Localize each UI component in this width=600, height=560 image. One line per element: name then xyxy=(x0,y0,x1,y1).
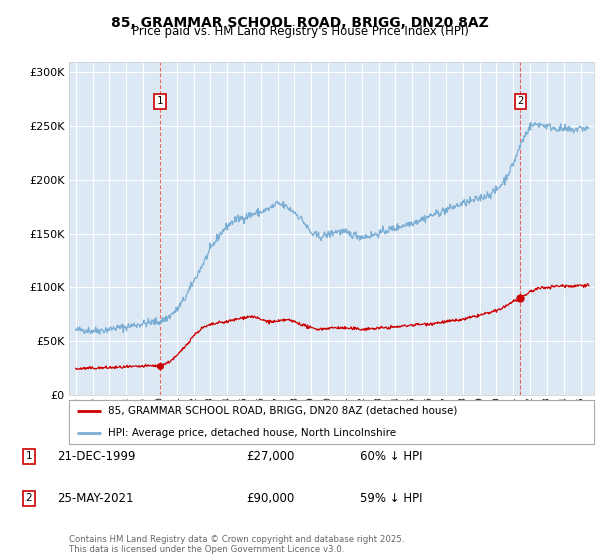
Text: 1: 1 xyxy=(25,451,32,461)
Text: 85, GRAMMAR SCHOOL ROAD, BRIGG, DN20 8AZ: 85, GRAMMAR SCHOOL ROAD, BRIGG, DN20 8AZ xyxy=(111,16,489,30)
Text: 60% ↓ HPI: 60% ↓ HPI xyxy=(360,450,422,463)
Text: Contains HM Land Registry data © Crown copyright and database right 2025.
This d: Contains HM Land Registry data © Crown c… xyxy=(69,535,404,554)
Text: HPI: Average price, detached house, North Lincolnshire: HPI: Average price, detached house, Nort… xyxy=(109,428,397,437)
Text: 85, GRAMMAR SCHOOL ROAD, BRIGG, DN20 8AZ (detached house): 85, GRAMMAR SCHOOL ROAD, BRIGG, DN20 8AZ… xyxy=(109,406,458,416)
Text: 1: 1 xyxy=(157,96,163,106)
Text: 2: 2 xyxy=(25,493,32,503)
Text: £27,000: £27,000 xyxy=(246,450,295,463)
Text: 25-MAY-2021: 25-MAY-2021 xyxy=(57,492,133,505)
Text: Price paid vs. HM Land Registry's House Price Index (HPI): Price paid vs. HM Land Registry's House … xyxy=(131,25,469,38)
Text: 21-DEC-1999: 21-DEC-1999 xyxy=(57,450,136,463)
Text: 2: 2 xyxy=(517,96,523,106)
Text: 59% ↓ HPI: 59% ↓ HPI xyxy=(360,492,422,505)
Text: £90,000: £90,000 xyxy=(246,492,294,505)
